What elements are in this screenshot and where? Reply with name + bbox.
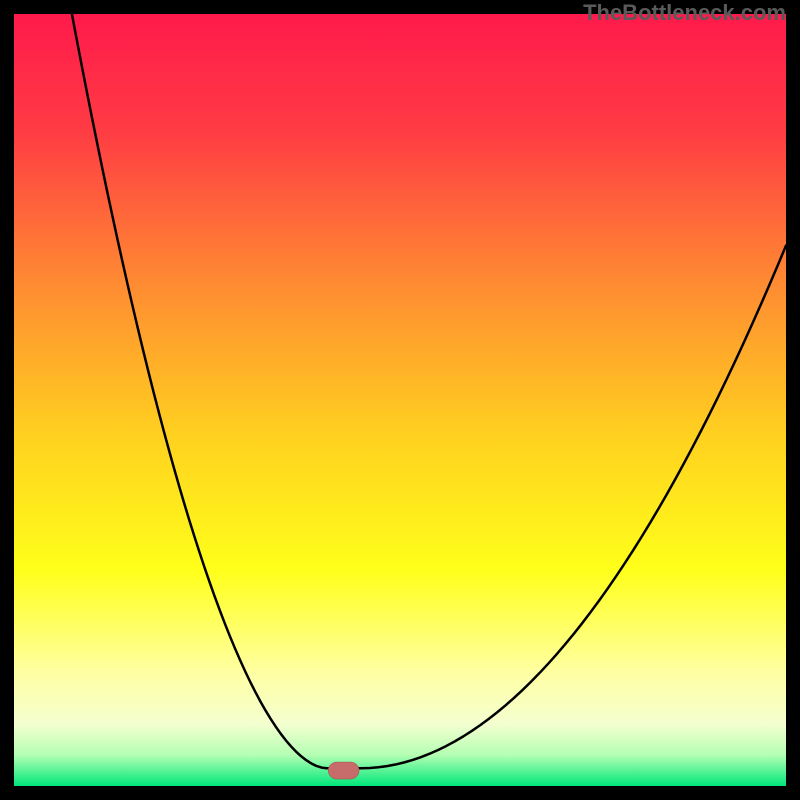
plot-area — [14, 14, 786, 786]
chart-container: TheBottleneck.com — [0, 0, 800, 800]
optimal-marker — [328, 762, 359, 779]
watermark-text: TheBottleneck.com — [583, 0, 786, 26]
plot-svg — [14, 14, 786, 786]
gradient-background — [14, 14, 786, 786]
